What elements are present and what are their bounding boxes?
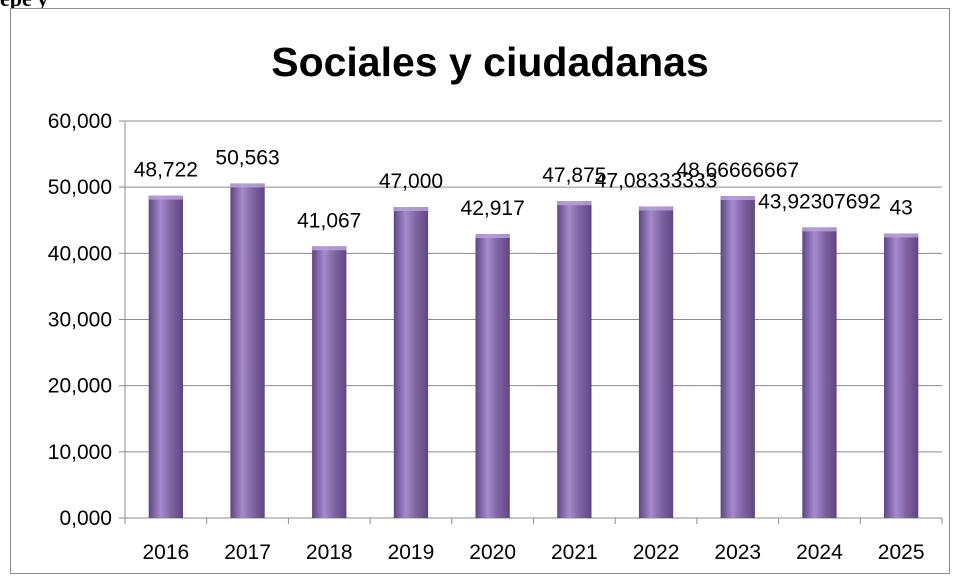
data-label: 48,722 — [134, 159, 198, 182]
data-label: 41,067 — [297, 209, 361, 232]
data-label: 47,08333333 — [595, 169, 718, 192]
x-tick-label: 2024 — [796, 541, 843, 564]
bar-top-highlight — [883, 233, 919, 238]
bar-top-highlight — [638, 206, 674, 211]
bar — [802, 227, 837, 518]
y-tick-label: 0,000 — [59, 507, 112, 530]
x-tick-label: 2019 — [388, 541, 435, 564]
bar — [475, 234, 510, 518]
bar-top-highlight — [230, 183, 265, 188]
y-tick-label: 60,000 — [48, 110, 112, 133]
chart-title: Sociales y ciudadanas — [271, 39, 709, 85]
data-label: 48,66666667 — [676, 159, 799, 182]
data-label: 42,917 — [461, 197, 525, 220]
page-heading-fragment: epe y — [0, 0, 958, 8]
bar-top-highlight — [475, 234, 510, 239]
y-tick-label: 50,000 — [48, 176, 112, 199]
bar-top-highlight — [557, 201, 592, 206]
bar — [557, 201, 592, 518]
x-tick-label: 2020 — [469, 541, 516, 564]
y-tick-label: 20,000 — [48, 375, 112, 398]
x-tick-label: 2021 — [551, 541, 598, 564]
y-tick-label: 40,000 — [48, 242, 112, 265]
bar — [148, 195, 184, 518]
y-tick-label: 30,000 — [48, 309, 112, 332]
data-labels: 48,722 50,563 41,067 47,000 42,917 47,87547,0… — [134, 146, 913, 232]
bar — [883, 233, 919, 518]
x-tick-label: 2018 — [306, 541, 353, 564]
data-label: 43,92307692 — [758, 190, 881, 213]
bar-top-highlight — [148, 195, 184, 200]
bar — [393, 207, 429, 518]
x-tick-label: 2023 — [714, 541, 761, 564]
bar — [638, 206, 674, 518]
data-label: 50,563 — [215, 146, 279, 169]
data-label: 43 — [889, 196, 912, 219]
bars — [148, 183, 919, 519]
bar — [230, 183, 265, 519]
data-label: 47,000 — [379, 170, 443, 193]
x-tick-label: 2016 — [142, 541, 189, 564]
bar-top-highlight — [802, 227, 837, 232]
x-tick-label: 2017 — [224, 541, 271, 564]
bar-top-highlight — [720, 195, 755, 200]
data-label: 47,875 — [542, 164, 606, 187]
bar — [720, 195, 755, 518]
bar-top-highlight — [393, 207, 429, 212]
bar — [312, 246, 347, 518]
y-tick-label: 10,000 — [48, 441, 112, 464]
bar-top-highlight — [312, 246, 347, 251]
x-tick-label: 2025 — [878, 541, 925, 564]
x-tick-label: 2022 — [633, 541, 680, 564]
